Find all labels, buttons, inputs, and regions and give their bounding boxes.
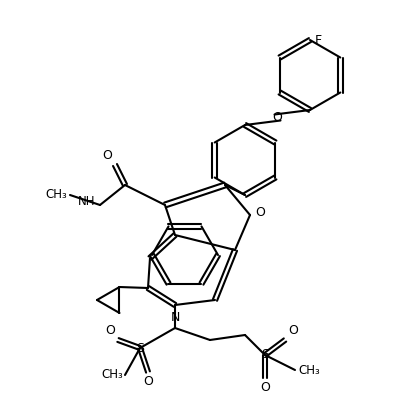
Text: O: O xyxy=(143,375,153,388)
Text: O: O xyxy=(105,324,115,337)
Text: S: S xyxy=(136,341,144,354)
Text: O: O xyxy=(254,206,264,219)
Text: CH₃: CH₃ xyxy=(297,364,319,377)
Text: N: N xyxy=(170,311,179,324)
Text: CH₃: CH₃ xyxy=(101,368,123,381)
Text: O: O xyxy=(272,111,282,124)
Text: O: O xyxy=(287,324,297,337)
Text: S: S xyxy=(261,349,268,362)
Text: O: O xyxy=(102,149,112,162)
Text: CH₃: CH₃ xyxy=(45,189,67,202)
Text: O: O xyxy=(259,381,269,394)
Text: F: F xyxy=(314,34,321,46)
Text: NH: NH xyxy=(77,196,95,208)
